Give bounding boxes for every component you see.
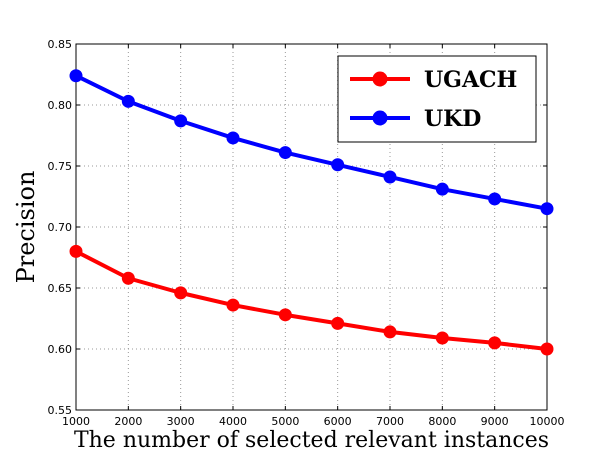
x-tick-label: 6000 — [324, 415, 352, 428]
data-point-ugach — [383, 325, 397, 339]
x-tick-label: 10000 — [530, 415, 565, 428]
y-tick-label: 0.70 — [48, 221, 73, 234]
legend: UGACH UKD — [337, 55, 537, 143]
data-point-ukd — [488, 192, 502, 206]
legend-box — [337, 55, 537, 143]
data-point-ukd — [278, 146, 292, 160]
x-tick-label: 5000 — [271, 415, 299, 428]
x-tick-label: 2000 — [114, 415, 142, 428]
x-tick-label: 8000 — [428, 415, 456, 428]
x-tick-label: 7000 — [376, 415, 404, 428]
series-ugach — [69, 244, 554, 356]
y-tick-label: 0.85 — [48, 38, 73, 51]
x-tick-label: 4000 — [219, 415, 247, 428]
data-point-ukd — [540, 202, 554, 216]
data-point-ugach — [435, 331, 449, 345]
data-point-ukd — [69, 69, 83, 83]
legend-label-ukd: UKD — [424, 106, 481, 132]
data-point-ukd — [435, 182, 449, 196]
series-ukd — [69, 69, 554, 216]
y-axis-title: Precision — [12, 171, 40, 284]
axis-ticks: 1000 2000 3000 4000 5000 6000 7000 8000 9000 1000… — [48, 38, 565, 428]
data-point-ugach — [121, 271, 135, 285]
x-axis-title: The number of selected relevant instance… — [74, 428, 549, 453]
x-tick-label: 3000 — [167, 415, 195, 428]
data-point-ukd — [331, 158, 345, 172]
y-tick-label: 0.65 — [48, 282, 73, 295]
y-tick-label: 0.55 — [48, 404, 73, 417]
legend-label-ugach: UGACH — [424, 67, 517, 93]
data-point-ugach — [278, 308, 292, 322]
data-point-ukd — [121, 94, 135, 108]
data-point-ugach — [174, 286, 188, 300]
data-point-ukd — [226, 131, 240, 145]
x-tick-label: 1000 — [62, 415, 90, 428]
series-line-ukd — [75, 73, 548, 211]
y-tick-label: 0.80 — [48, 99, 73, 112]
legend-marker-ugach — [372, 71, 388, 87]
y-tick-label: 0.60 — [48, 343, 73, 356]
data-point-ugach — [226, 298, 240, 312]
data-point-ukd — [174, 114, 188, 128]
series-layer — [69, 69, 554, 356]
x-tick-label: 9000 — [481, 415, 509, 428]
data-point-ukd — [383, 170, 397, 184]
data-point-ugach — [331, 316, 345, 330]
data-point-ugach — [69, 244, 83, 258]
series-line-ugach — [75, 249, 548, 351]
y-tick-label: 0.75 — [48, 160, 73, 173]
data-point-ugach — [540, 342, 554, 356]
data-point-ugach — [488, 336, 502, 350]
legend-marker-ukd — [372, 110, 388, 126]
